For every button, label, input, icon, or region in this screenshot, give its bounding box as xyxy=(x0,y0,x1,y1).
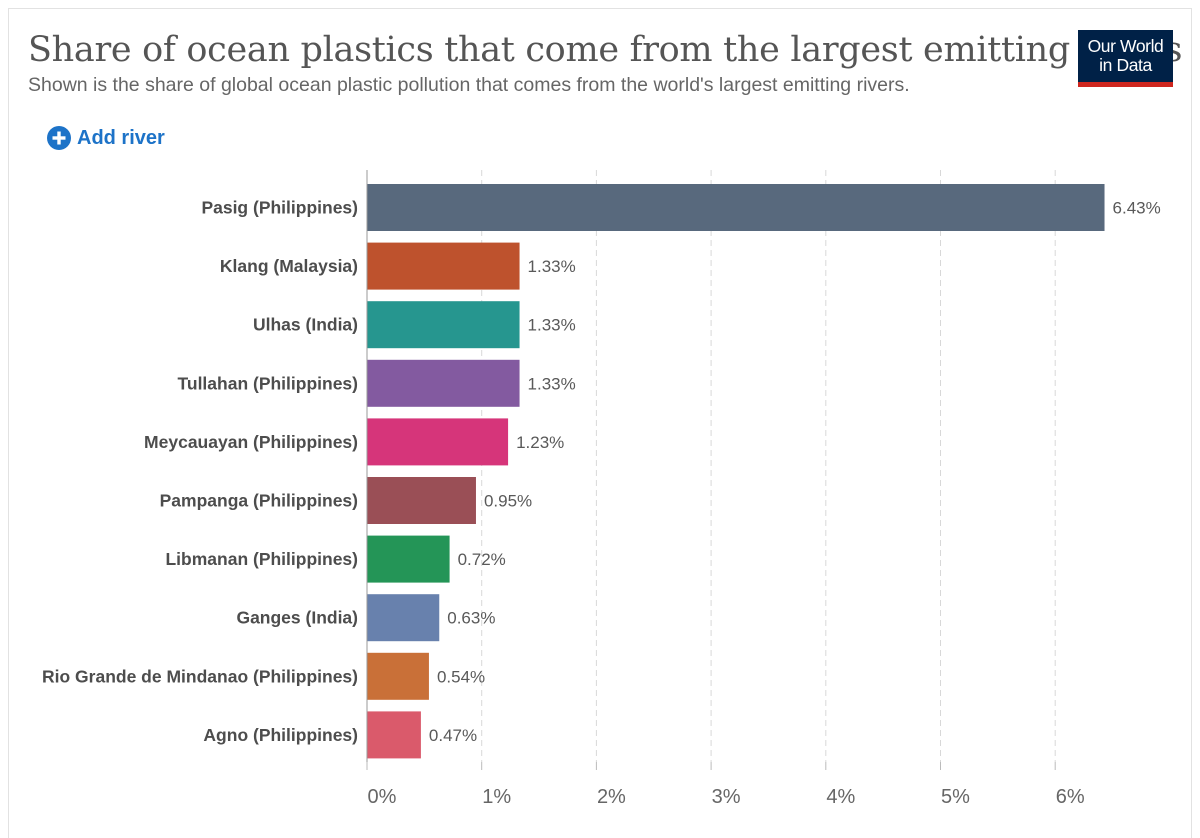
bar[interactable] xyxy=(367,359,520,407)
category-label[interactable]: Tullahan (Philippines) xyxy=(177,373,358,393)
category-label[interactable]: Meycauayan (Philippines) xyxy=(144,432,358,452)
value-label: 0.47% xyxy=(429,726,477,745)
value-label: 6.43% xyxy=(1113,199,1161,218)
bar[interactable] xyxy=(367,652,429,700)
category-label[interactable]: Ulhas (India) xyxy=(253,315,358,335)
grid-lines xyxy=(481,170,1056,762)
chart-frame xyxy=(8,8,1192,838)
category-label[interactable]: Rio Grande de Mindanao (Philippines) xyxy=(42,666,358,686)
value-label: 0.63% xyxy=(447,609,495,628)
value-label: 1.33% xyxy=(528,374,576,393)
chart-title: Share of ocean plastics that come from t… xyxy=(28,30,1183,70)
category-label[interactable]: Pampanga (Philippines) xyxy=(160,491,358,511)
value-label: 0.95% xyxy=(484,492,532,511)
x-tick-label: 1% xyxy=(482,786,511,808)
bar[interactable] xyxy=(367,242,520,290)
bar[interactable] xyxy=(367,594,440,642)
x-tick-label: 0% xyxy=(368,786,397,808)
value-label: 0.72% xyxy=(458,550,506,569)
category-label[interactable]: Klang (Malaysia) xyxy=(220,256,358,276)
value-label: 0.54% xyxy=(437,667,485,686)
category-label[interactable]: Pasig (Philippines) xyxy=(201,198,358,218)
bar[interactable] xyxy=(367,418,509,466)
plus-circle-icon xyxy=(47,126,71,150)
logo-line1: Our World xyxy=(1087,36,1164,56)
owid-logo[interactable]: Our World in Data xyxy=(1078,30,1173,87)
category-label[interactable]: Libmanan (Philippines) xyxy=(165,549,358,569)
x-tick-label: 6% xyxy=(1056,786,1085,808)
add-river-label: Add river xyxy=(77,126,165,149)
x-tick-label: 4% xyxy=(826,786,855,808)
bar[interactable] xyxy=(367,301,520,349)
category-label[interactable]: Ganges (India) xyxy=(236,608,358,628)
bar[interactable] xyxy=(367,535,450,583)
bar[interactable] xyxy=(367,711,421,759)
bar[interactable] xyxy=(367,477,476,524)
add-river-button[interactable]: Add river xyxy=(47,126,165,150)
bars: Pasig (Philippines) 6.43% Klang (Malaysia)… xyxy=(42,184,1161,759)
category-label[interactable]: Agno (Philippines) xyxy=(203,725,358,745)
chart-subtitle: Shown is the share of global ocean plast… xyxy=(28,74,910,96)
x-axis: 0% 1% 2% 3% 4% 5% 6% xyxy=(366,170,1085,808)
x-tick-label: 5% xyxy=(941,786,970,808)
value-label: 1.33% xyxy=(528,257,576,276)
value-label: 1.33% xyxy=(528,316,576,335)
x-tick-label: 2% xyxy=(597,786,626,808)
x-tick-label: 3% xyxy=(712,786,741,808)
bar[interactable] xyxy=(367,184,1105,231)
logo-line2: in Data xyxy=(1099,55,1152,75)
value-label: 1.23% xyxy=(516,433,564,452)
